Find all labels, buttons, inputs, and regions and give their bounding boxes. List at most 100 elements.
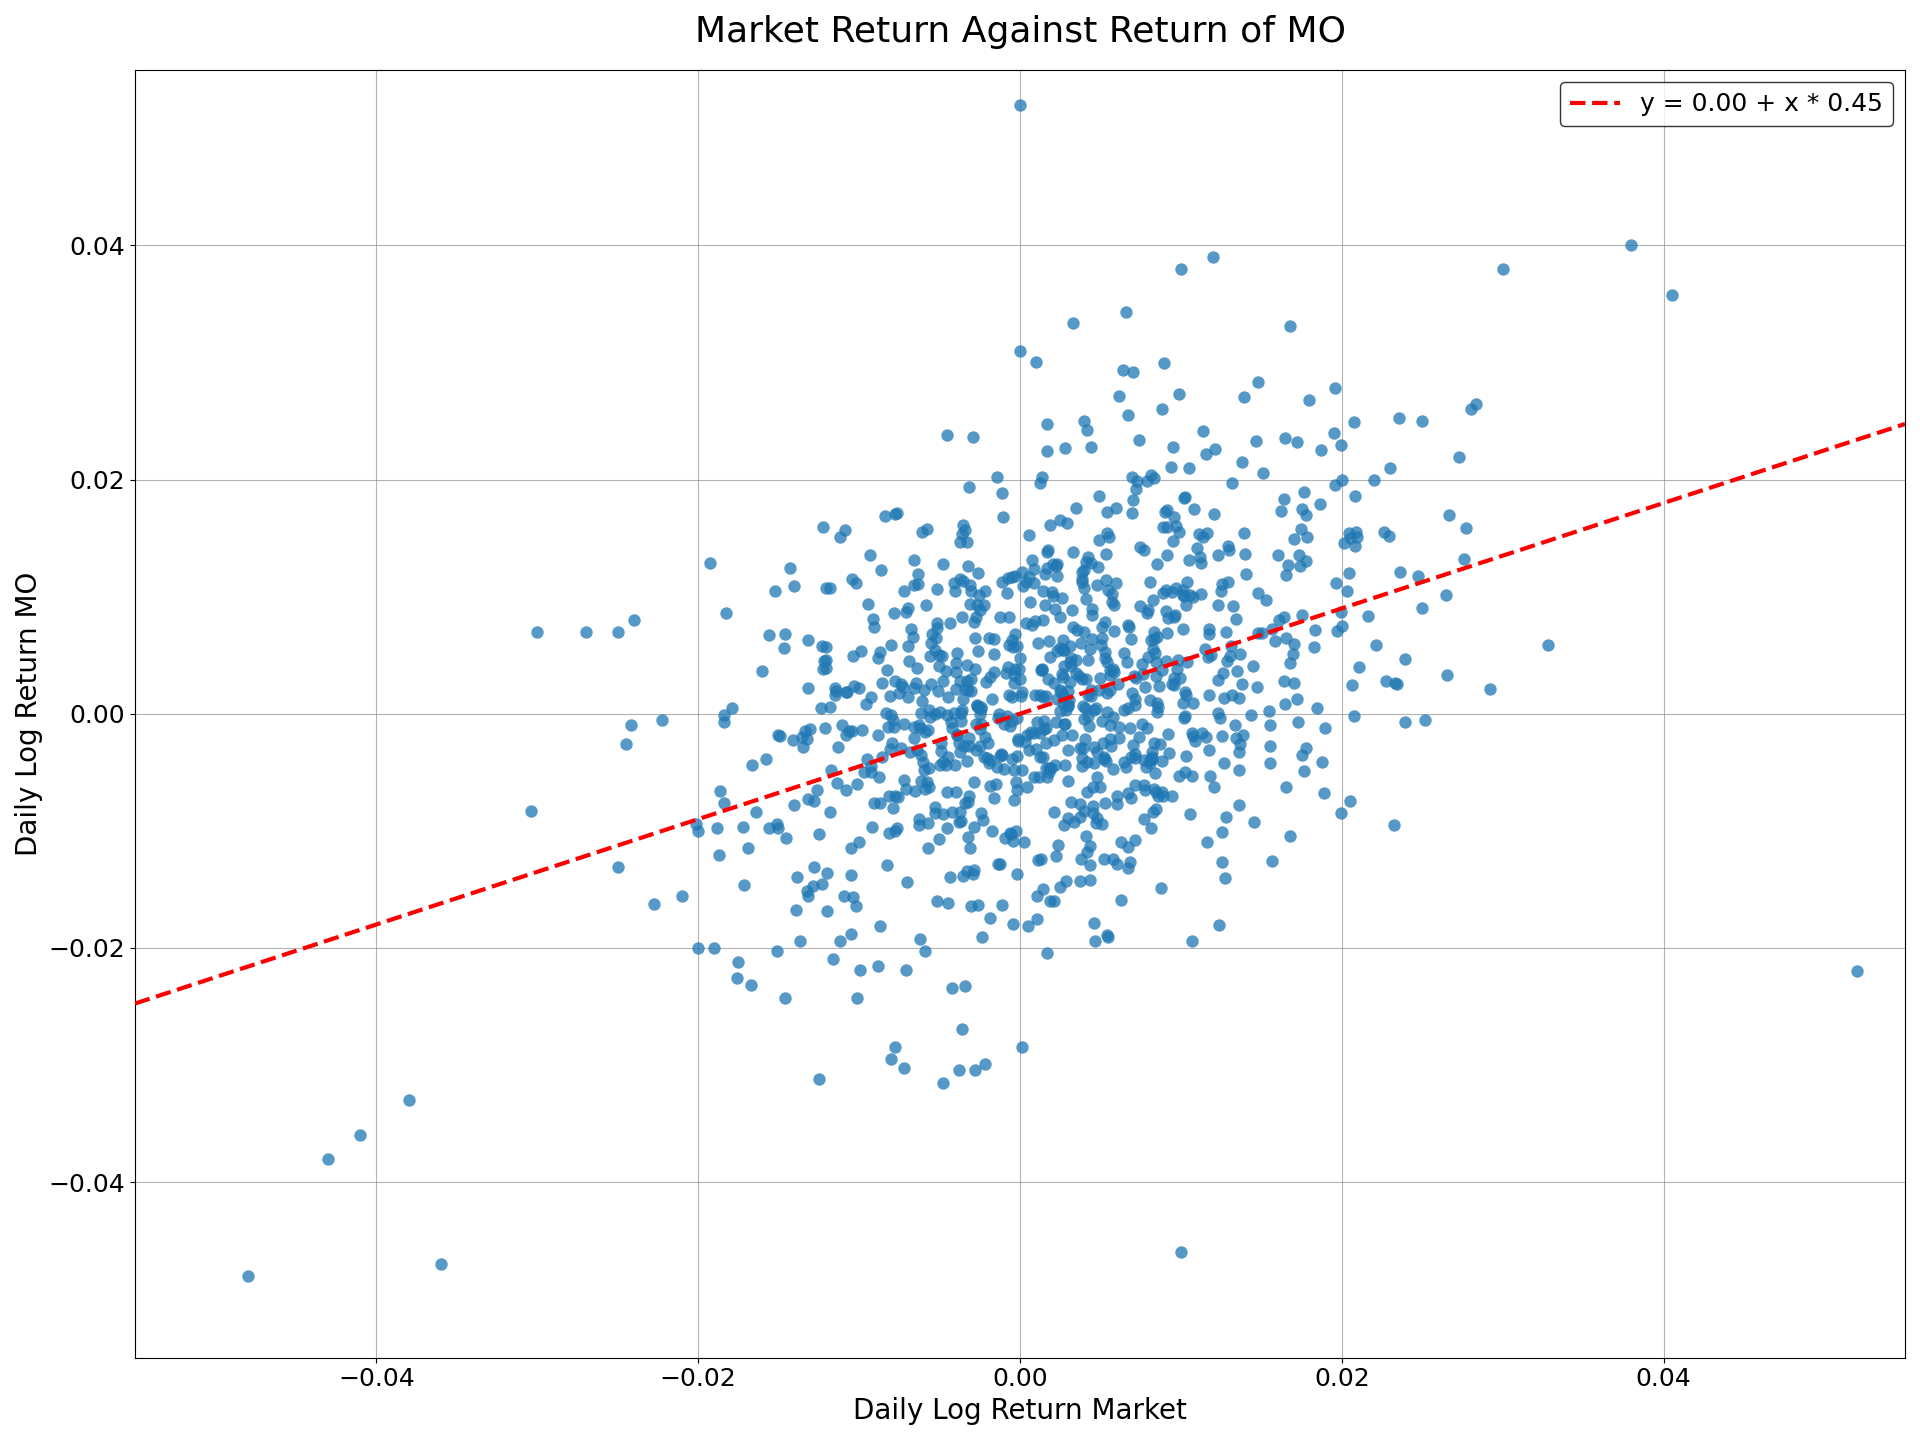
Point [1144, 675, 1175, 698]
Point [1269, 693, 1300, 716]
Point [1018, 721, 1048, 744]
Point [1242, 675, 1273, 698]
Point [1094, 714, 1125, 737]
Point [876, 684, 906, 707]
Point [1152, 606, 1183, 629]
Point [1087, 710, 1117, 733]
Point [1185, 546, 1215, 569]
Point [1083, 678, 1114, 701]
Point [1077, 775, 1108, 798]
Point [916, 706, 947, 729]
Point [1162, 658, 1192, 681]
Point [1321, 619, 1352, 642]
Point [708, 704, 739, 727]
Point [914, 756, 945, 779]
Point [1256, 714, 1286, 737]
Point [956, 894, 987, 917]
Point [1125, 595, 1156, 618]
Point [993, 683, 1023, 706]
Point [975, 749, 1006, 772]
Point [1110, 642, 1140, 665]
Point [1112, 756, 1142, 779]
Point [993, 634, 1023, 657]
Point [879, 503, 910, 526]
Point [1359, 634, 1390, 657]
Point [828, 714, 858, 737]
Point [1043, 688, 1073, 711]
Point [1091, 541, 1121, 564]
Point [1390, 710, 1421, 733]
Point [728, 815, 758, 838]
Point [1354, 605, 1384, 628]
Point [1077, 628, 1108, 651]
Point [1048, 713, 1079, 736]
Point [1091, 700, 1121, 723]
Point [1066, 870, 1096, 893]
Point [987, 893, 1018, 916]
Point [1068, 567, 1098, 590]
Point [1031, 412, 1062, 435]
Point [839, 674, 870, 697]
Point [1177, 724, 1208, 747]
Point [854, 544, 885, 567]
Point [1140, 651, 1171, 674]
Point [998, 912, 1029, 935]
Point [1212, 621, 1242, 644]
Point [1039, 890, 1069, 913]
Point [1048, 665, 1079, 688]
Point [879, 819, 910, 842]
Point [899, 677, 929, 700]
Point [1187, 552, 1217, 575]
Point [1068, 707, 1098, 730]
Point [872, 658, 902, 681]
Point [1210, 867, 1240, 890]
Point [1164, 667, 1194, 690]
Point [956, 680, 987, 703]
Point [985, 852, 1016, 876]
Point [991, 582, 1021, 605]
Point [933, 685, 964, 708]
Point [1158, 435, 1188, 458]
Point [522, 621, 553, 644]
Point [1020, 766, 1050, 789]
Point [1098, 757, 1129, 780]
Point [841, 572, 872, 595]
Point [852, 747, 883, 770]
Point [758, 579, 789, 602]
Point [996, 822, 1027, 845]
Point [962, 693, 993, 716]
Point [1258, 850, 1288, 873]
Point [1073, 546, 1104, 569]
Point [778, 793, 808, 816]
Point [1117, 465, 1148, 488]
Point [1279, 527, 1309, 550]
Point [799, 855, 829, 878]
Point [899, 625, 929, 648]
Point [1288, 759, 1319, 782]
Point [1025, 657, 1056, 680]
Point [1062, 619, 1092, 642]
Point [1041, 711, 1071, 734]
Point [1114, 716, 1144, 739]
Point [1058, 615, 1089, 638]
Point [1133, 716, 1164, 739]
Point [1221, 660, 1252, 683]
Point [885, 672, 916, 696]
Point [1058, 540, 1089, 563]
Point [1004, 94, 1035, 117]
Point [1146, 877, 1177, 900]
Point [904, 714, 935, 737]
Point [837, 886, 868, 909]
Point [778, 729, 808, 752]
Point [820, 677, 851, 700]
Point [1085, 667, 1116, 690]
Point [1000, 770, 1031, 793]
Point [1167, 583, 1198, 606]
Point [831, 723, 862, 746]
Point [914, 645, 945, 668]
Point [981, 772, 1012, 795]
Point [1085, 484, 1116, 507]
Point [835, 923, 866, 946]
Point [1081, 740, 1112, 763]
Point [1148, 516, 1179, 539]
